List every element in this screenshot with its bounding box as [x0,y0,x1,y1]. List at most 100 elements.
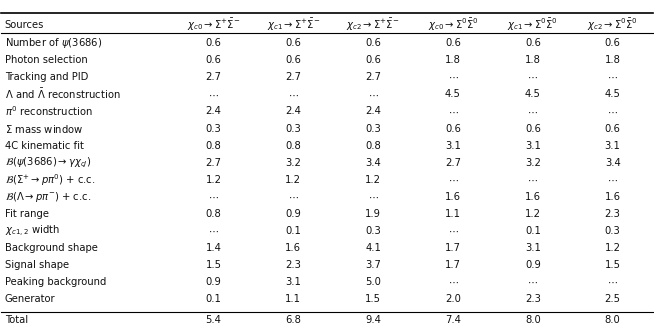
Text: 0.1: 0.1 [285,226,301,236]
Text: $\cdots$: $\cdots$ [288,192,299,202]
Text: 0.8: 0.8 [285,141,301,151]
Text: 2.3: 2.3 [605,209,621,219]
Text: 1.2: 1.2 [285,175,301,185]
Text: 4C kinematic fit: 4C kinematic fit [5,141,84,151]
Text: $\pi^{0}$ reconstruction: $\pi^{0}$ reconstruction [5,105,93,118]
Text: 0.9: 0.9 [285,209,301,219]
Text: Fit range: Fit range [5,209,48,219]
Text: 0.9: 0.9 [205,277,221,287]
Text: $\mathcal{B}(\Sigma^{+} \rightarrow p\pi^{0})$ + c.c.: $\mathcal{B}(\Sigma^{+} \rightarrow p\pi… [5,172,95,188]
Text: $\chi_{c0} \rightarrow \Sigma^{+}\bar{\Sigma}^{-}$: $\chi_{c0} \rightarrow \Sigma^{+}\bar{\S… [186,17,240,33]
Text: $\cdots$: $\cdots$ [447,175,458,185]
Text: 7.4: 7.4 [445,315,461,325]
Text: Background shape: Background shape [5,243,97,253]
Text: 8.0: 8.0 [605,315,621,325]
Text: 1.2: 1.2 [605,243,621,253]
Text: $\cdots$: $\cdots$ [608,72,618,82]
Text: $\cdots$: $\cdots$ [447,226,458,236]
Text: $\cdots$: $\cdots$ [608,277,618,287]
Text: 5.4: 5.4 [205,315,221,325]
Text: 4.5: 4.5 [525,89,541,99]
Text: 1.8: 1.8 [445,55,461,65]
Text: $\chi_{c1} \rightarrow \Sigma^{0}\bar{\Sigma}^{0}$: $\chi_{c1} \rightarrow \Sigma^{0}\bar{\S… [508,17,559,33]
Text: 1.5: 1.5 [605,260,621,270]
Text: 1.8: 1.8 [605,55,621,65]
Text: $\chi_{c2} \rightarrow \Sigma^{0}\bar{\Sigma}^{0}$: $\chi_{c2} \rightarrow \Sigma^{0}\bar{\S… [587,17,638,33]
Text: 0.6: 0.6 [605,124,621,134]
Text: Signal shape: Signal shape [5,260,69,270]
Text: $\cdots$: $\cdots$ [368,89,379,99]
Text: 2.7: 2.7 [285,72,301,82]
Text: $\cdots$: $\cdots$ [447,106,458,116]
Text: 2.0: 2.0 [445,294,461,304]
Text: $\cdots$: $\cdots$ [527,175,538,185]
Text: 1.2: 1.2 [205,175,221,185]
Text: 1.8: 1.8 [525,55,541,65]
Text: 3.1: 3.1 [445,141,461,151]
Text: Tracking and PID: Tracking and PID [5,72,88,82]
Text: $\cdots$: $\cdots$ [288,89,299,99]
Text: 1.6: 1.6 [525,192,541,202]
Text: 4.5: 4.5 [605,89,621,99]
Text: 2.4: 2.4 [285,106,301,116]
Text: 3.2: 3.2 [285,158,301,168]
Text: $\cdots$: $\cdots$ [608,106,618,116]
Text: 0.6: 0.6 [605,38,621,48]
Text: 2.3: 2.3 [285,260,301,270]
Text: 5.0: 5.0 [365,277,381,287]
Text: 3.1: 3.1 [525,141,541,151]
Text: 2.4: 2.4 [365,106,381,116]
Text: 1.9: 1.9 [365,209,381,219]
Text: 3.2: 3.2 [525,158,541,168]
Text: $\cdots$: $\cdots$ [208,192,219,202]
Text: 0.1: 0.1 [525,226,541,236]
Text: 9.4: 9.4 [365,315,381,325]
Text: 2.4: 2.4 [205,106,221,116]
Text: 0.8: 0.8 [205,209,221,219]
Text: 0.8: 0.8 [365,141,381,151]
Text: 1.7: 1.7 [445,260,461,270]
Text: 0.3: 0.3 [285,124,301,134]
Text: 2.7: 2.7 [445,158,461,168]
Text: 2.3: 2.3 [525,294,541,304]
Text: $\mathcal{B}(\psi(3686) \rightarrow \gamma\chi_{cJ})$: $\mathcal{B}(\psi(3686) \rightarrow \gam… [5,156,91,170]
Text: 2.7: 2.7 [205,158,221,168]
Text: Photon selection: Photon selection [5,55,88,65]
Text: $\mathcal{B}(\Lambda \rightarrow p\pi^{-})$ + c.c.: $\mathcal{B}(\Lambda \rightarrow p\pi^{-… [5,190,91,204]
Text: 3.1: 3.1 [605,141,621,151]
Text: $\Lambda$ and $\bar{\Lambda}$ reconstruction: $\Lambda$ and $\bar{\Lambda}$ reconstruc… [5,87,120,101]
Text: $\cdots$: $\cdots$ [527,277,538,287]
Text: $\chi_{c2} \rightarrow \Sigma^{+}\bar{\Sigma}^{-}$: $\chi_{c2} \rightarrow \Sigma^{+}\bar{\S… [347,17,400,33]
Text: 0.8: 0.8 [205,141,221,151]
Text: 3.7: 3.7 [365,260,381,270]
Text: 0.3: 0.3 [365,226,381,236]
Text: 0.6: 0.6 [205,55,221,65]
Text: Generator: Generator [5,294,56,304]
Text: $\Sigma$ mass window: $\Sigma$ mass window [5,123,83,135]
Text: $\cdots$: $\cdots$ [208,89,219,99]
Text: 0.6: 0.6 [365,38,381,48]
Text: $\cdots$: $\cdots$ [527,72,538,82]
Text: 4.1: 4.1 [365,243,381,253]
Text: 1.1: 1.1 [445,209,461,219]
Text: 1.6: 1.6 [445,192,461,202]
Text: 8.0: 8.0 [525,315,541,325]
Text: 4.5: 4.5 [445,89,461,99]
Text: $\chi_{c1,2}$ width: $\chi_{c1,2}$ width [5,223,60,239]
Text: 3.4: 3.4 [605,158,621,168]
Text: 2.7: 2.7 [365,72,381,82]
Text: 1.2: 1.2 [525,209,541,219]
Text: 1.7: 1.7 [445,243,461,253]
Text: $\chi_{c1} \rightarrow \Sigma^{+}\bar{\Sigma}^{-}$: $\chi_{c1} \rightarrow \Sigma^{+}\bar{\S… [267,17,320,33]
Text: $\cdots$: $\cdots$ [608,175,618,185]
Text: 1.5: 1.5 [365,294,381,304]
Text: 0.3: 0.3 [205,124,221,134]
Text: 0.6: 0.6 [445,124,461,134]
Text: Number of $\psi(3686)$: Number of $\psi(3686)$ [5,36,102,50]
Text: $\cdots$: $\cdots$ [208,226,219,236]
Text: 1.1: 1.1 [285,294,301,304]
Text: 0.9: 0.9 [525,260,541,270]
Text: 2.7: 2.7 [205,72,221,82]
Text: 1.4: 1.4 [205,243,221,253]
Text: 1.2: 1.2 [365,175,381,185]
